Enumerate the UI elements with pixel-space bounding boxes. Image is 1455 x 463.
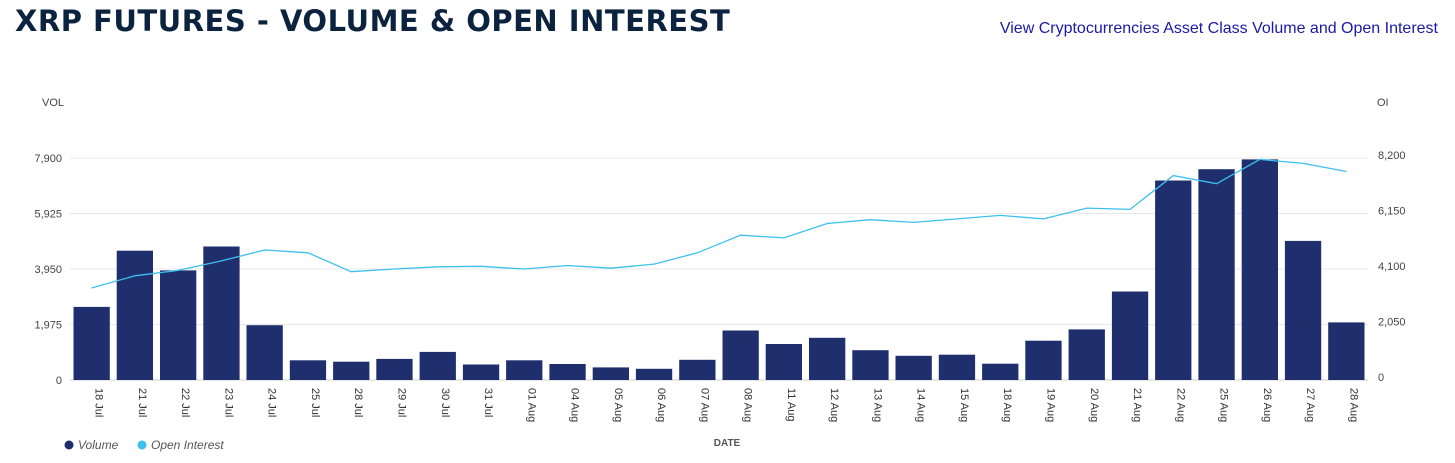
volume-bar[interactable] — [765, 344, 802, 380]
x-tick-label: 23 Jul — [222, 388, 234, 417]
legend: Volume Open Interest — [64, 438, 225, 452]
y-axis-right-label: OI — [1377, 97, 1389, 109]
volume-bar[interactable] — [160, 270, 197, 380]
volume-bar[interactable] — [679, 359, 716, 380]
volume-bar[interactable] — [1025, 340, 1062, 380]
y-left-tick-label: 3,950 — [34, 264, 62, 276]
x-tick-label: 29 Jul — [396, 388, 408, 417]
legend-volume-label: Volume — [78, 438, 119, 452]
x-tick-label: 20 Aug — [1088, 388, 1100, 422]
x-tick-label: 11 Aug — [785, 388, 797, 421]
volume-bar[interactable] — [592, 367, 629, 380]
y-axis-left-ticks: 0 1,975 3,950 5,925 7,900 — [34, 153, 62, 387]
volume-bar[interactable] — [1284, 240, 1322, 380]
x-tick-label: 27 Aug — [1304, 388, 1316, 422]
volume-bar[interactable] — [289, 360, 327, 380]
legend-item-volume[interactable]: Volume — [64, 438, 119, 452]
open-interest-line[interactable] — [91, 158, 1347, 289]
y-left-tick-label: 7,900 — [34, 153, 62, 165]
x-tick-label: 25 Aug — [1218, 388, 1230, 422]
volume-bar[interactable] — [1198, 169, 1235, 380]
volume-bar[interactable] — [852, 350, 889, 380]
y-left-tick-label: 0 — [56, 375, 62, 387]
x-tick-label: 13 Aug — [871, 388, 883, 422]
grid-lines — [70, 157, 1368, 381]
y-axis-right-ticks: 0 2,050 4,100 6,150 8,200 — [1378, 150, 1406, 384]
x-axis-label: DATE — [714, 438, 741, 449]
x-tick-label: 08 Aug — [742, 388, 754, 422]
x-tick-label: 14 Aug — [915, 388, 927, 422]
x-axis-ticks: 18 Jul 21 Jul 22 Jul 23 Jul 24 Jul 25 Jul 28 J… — [93, 388, 1360, 422]
x-tick-label: 28 Jul — [352, 388, 364, 417]
volume-bar[interactable] — [1241, 159, 1278, 380]
x-tick-label: 31 Jul — [482, 388, 494, 417]
volume-bar[interactable] — [938, 354, 976, 380]
volume-bar[interactable] — [203, 246, 240, 381]
volume-bar[interactable] — [376, 358, 413, 380]
volume-bar[interactable] — [635, 368, 673, 380]
page-title: XRP FUTURES - VOLUME & OPEN INTEREST — [15, 4, 731, 38]
volume-bars — [73, 159, 1365, 381]
x-tick-label: 22 Aug — [1174, 388, 1186, 422]
volume-bar[interactable] — [722, 330, 759, 381]
x-tick-label: 19 Aug — [1045, 388, 1057, 422]
legend-item-open-interest[interactable]: Open Interest — [137, 438, 225, 452]
x-tick-label: 15 Aug — [958, 388, 970, 422]
volume-bar[interactable] — [809, 337, 846, 380]
volume-bar[interactable] — [419, 351, 456, 380]
x-tick-label: 12 Aug — [828, 388, 840, 422]
volume-bar[interactable] — [1155, 180, 1192, 381]
x-tick-label: 30 Jul — [439, 388, 451, 417]
y-axis-left-label: VOL — [42, 97, 64, 109]
volume-bar[interactable] — [506, 360, 543, 380]
x-tick-label: 18 Jul — [93, 388, 105, 417]
legend-volume-marker — [64, 440, 74, 450]
legend-open-interest-marker — [137, 440, 147, 450]
volume-bar[interactable] — [462, 364, 500, 381]
volume-bar[interactable] — [246, 325, 283, 380]
x-tick-label: 18 Aug — [1001, 388, 1013, 422]
x-tick-label: 24 Jul — [266, 388, 278, 417]
asset-class-link[interactable]: View Cryptocurrencies Asset Class Volume… — [999, 20, 1438, 37]
y-right-tick-label: 6,150 — [1378, 206, 1406, 218]
y-right-tick-label: 8,200 — [1378, 150, 1406, 162]
x-tick-label: 04 Aug — [569, 388, 581, 422]
volume-bar[interactable] — [549, 364, 586, 380]
x-tick-label: 21 Jul — [136, 388, 148, 417]
volume-bar[interactable] — [1111, 291, 1149, 381]
volume-bar[interactable] — [895, 355, 932, 380]
x-tick-label: 07 Aug — [698, 388, 710, 422]
volume-bar[interactable] — [982, 363, 1019, 380]
open-interest-line-group — [91, 158, 1347, 289]
x-tick-label: 05 Aug — [612, 388, 624, 422]
volume-bar[interactable] — [1068, 329, 1105, 380]
x-tick-label: 28 Aug — [1347, 388, 1359, 422]
x-tick-label: 01 Aug — [525, 388, 537, 422]
legend-open-interest-label: Open Interest — [151, 438, 224, 452]
y-right-tick-label: 2,050 — [1378, 317, 1406, 329]
y-left-tick-label: 5,925 — [34, 209, 62, 221]
y-right-tick-label: 4,100 — [1378, 261, 1406, 273]
x-tick-label: 25 Jul — [309, 388, 321, 417]
volume-bar[interactable] — [333, 361, 370, 380]
volume-bar[interactable] — [73, 306, 110, 380]
volume-bar[interactable] — [1328, 322, 1365, 380]
x-tick-label: 26 Aug — [1261, 388, 1273, 422]
y-right-tick-label: 0 — [1378, 372, 1384, 384]
volume-bar[interactable] — [116, 250, 153, 380]
y-left-tick-label: 1,975 — [34, 320, 62, 332]
x-tick-label: 22 Jul — [179, 388, 191, 417]
x-tick-label: 06 Aug — [655, 388, 667, 422]
x-tick-label: 21 Aug — [1131, 388, 1143, 422]
